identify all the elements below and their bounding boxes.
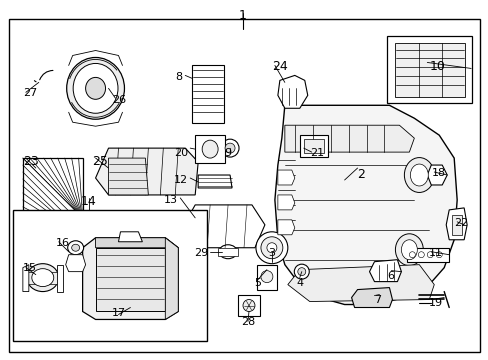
Text: 26: 26 [112,95,126,105]
Bar [192,66,224,123]
Polygon shape [277,170,294,185]
Polygon shape [82,238,178,319]
Text: 21: 21 [309,148,323,158]
Text: 29: 29 [194,248,208,258]
Ellipse shape [32,269,54,287]
Ellipse shape [261,237,282,259]
Ellipse shape [294,264,308,279]
Ellipse shape [243,300,254,311]
Polygon shape [446,208,466,240]
Text: 23: 23 [23,155,39,168]
Polygon shape [23,265,29,292]
Text: 10: 10 [428,60,444,73]
Text: 22: 22 [453,218,468,228]
Text: 27: 27 [23,88,37,98]
Bar [386,36,471,103]
Text: 20: 20 [174,148,188,158]
Bar [95,248,165,311]
Ellipse shape [395,234,423,266]
Bar [195,135,224,163]
Text: 9: 9 [224,148,231,158]
Bar [407,248,448,262]
Bar [299,135,327,157]
Bar [238,294,260,316]
Ellipse shape [404,158,433,193]
Polygon shape [182,205,264,248]
Ellipse shape [219,245,237,259]
Ellipse shape [67,241,83,255]
Text: 17: 17 [111,307,125,318]
Text: 2: 2 [357,168,365,181]
Text: 14: 14 [81,195,96,208]
Ellipse shape [221,139,239,157]
Ellipse shape [409,164,427,186]
Text: 15: 15 [23,263,37,273]
Polygon shape [274,105,456,305]
Ellipse shape [73,63,118,113]
Polygon shape [277,75,307,108]
Bar [27,272,59,284]
Text: 24: 24 [271,60,287,73]
Bar [23,158,82,238]
Polygon shape [285,125,413,152]
Bar [256,265,276,289]
Text: 5: 5 [254,278,261,288]
Text: 8: 8 [175,72,182,82]
Ellipse shape [72,244,80,251]
Text: 16: 16 [56,238,70,248]
Polygon shape [351,288,392,307]
Polygon shape [57,265,62,292]
Polygon shape [108,158,148,195]
Polygon shape [65,255,85,272]
Bar [451,215,461,235]
Text: 11: 11 [428,248,443,258]
Bar [395,42,464,97]
Ellipse shape [417,252,424,258]
Bar [13,210,207,341]
Ellipse shape [401,240,416,260]
Polygon shape [198,175,232,188]
Ellipse shape [27,264,59,292]
Text: 13: 13 [164,195,178,205]
Polygon shape [427,165,447,185]
Polygon shape [287,265,433,302]
Polygon shape [369,260,401,282]
Ellipse shape [408,252,414,258]
Polygon shape [165,238,178,319]
Text: 6: 6 [386,271,394,281]
Bar [218,248,238,256]
Polygon shape [95,148,198,195]
Text: 3: 3 [268,248,275,258]
Text: 28: 28 [241,318,255,328]
Polygon shape [277,195,294,210]
Polygon shape [118,232,142,242]
Text: 12: 12 [174,175,188,185]
Text: 19: 19 [428,298,443,307]
Ellipse shape [261,271,272,283]
Ellipse shape [297,268,305,276]
Ellipse shape [224,143,235,153]
Text: 4: 4 [296,278,303,288]
Ellipse shape [255,232,287,264]
Ellipse shape [427,252,432,258]
Polygon shape [277,220,294,235]
Text: 1: 1 [239,9,246,22]
Text: 25: 25 [92,155,108,168]
Ellipse shape [266,243,276,253]
Polygon shape [95,238,178,248]
Text: 7: 7 [374,294,381,305]
Ellipse shape [435,252,441,258]
Bar [303,139,323,153]
Text: 18: 18 [431,168,446,178]
Ellipse shape [66,58,124,119]
Ellipse shape [85,77,105,99]
Ellipse shape [202,140,218,158]
